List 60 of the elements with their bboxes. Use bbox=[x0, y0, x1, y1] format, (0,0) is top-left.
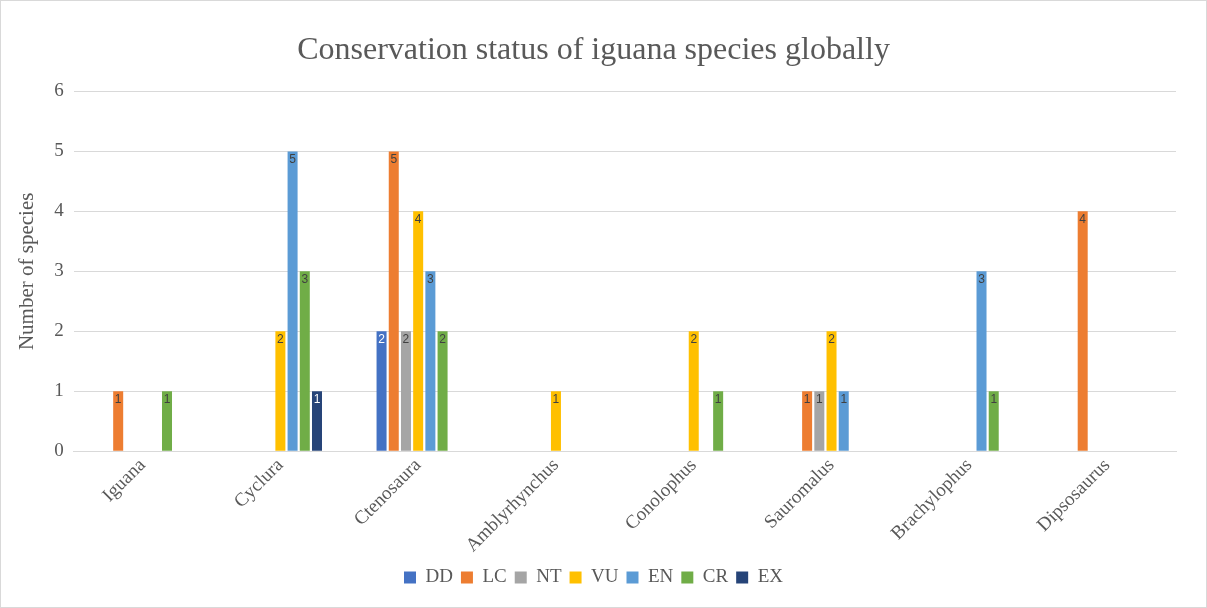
data-label: 1 bbox=[815, 391, 823, 406]
data-label: 2 bbox=[439, 331, 447, 346]
bar bbox=[162, 391, 173, 451]
data-label: 1 bbox=[990, 391, 998, 406]
data-label: 2 bbox=[378, 331, 386, 346]
data-label: 2 bbox=[402, 331, 410, 346]
y-tick-label: 1 bbox=[54, 379, 64, 401]
data-label: 3 bbox=[978, 271, 986, 286]
bar bbox=[550, 391, 561, 451]
y-tick-label: 2 bbox=[54, 319, 64, 341]
data-label: 1 bbox=[714, 391, 722, 406]
legend-label: EN bbox=[648, 565, 674, 587]
legend-label: EX bbox=[757, 565, 784, 587]
data-label: 3 bbox=[427, 271, 435, 286]
y-tick-label: 6 bbox=[54, 79, 64, 101]
legend-label: CR bbox=[702, 565, 729, 587]
legend-label: DD bbox=[425, 565, 453, 587]
bar bbox=[299, 271, 310, 451]
data-label: 4 bbox=[414, 211, 422, 226]
bar bbox=[838, 391, 849, 451]
y-tick-label: 3 bbox=[54, 259, 64, 281]
bar bbox=[388, 151, 399, 451]
data-label: 1 bbox=[163, 391, 171, 406]
bar bbox=[437, 331, 448, 451]
bar bbox=[311, 391, 322, 451]
data-label: 3 bbox=[301, 271, 309, 286]
data-label: 5 bbox=[390, 151, 398, 166]
bar bbox=[814, 391, 825, 451]
data-label: 5 bbox=[289, 151, 297, 166]
bar bbox=[988, 391, 999, 451]
data-label: 1 bbox=[803, 391, 811, 406]
bar bbox=[113, 391, 124, 451]
legend-label: NT bbox=[536, 565, 562, 587]
data-label: 1 bbox=[313, 391, 321, 406]
data-label: 1 bbox=[114, 391, 122, 406]
data-label: 2 bbox=[828, 331, 836, 346]
legend-label: VU bbox=[591, 565, 619, 587]
y-tick-label: 5 bbox=[54, 139, 64, 161]
bar bbox=[826, 331, 837, 451]
y-tick-label: 0 bbox=[54, 439, 64, 461]
data-label: 1 bbox=[840, 391, 848, 406]
bar bbox=[425, 271, 436, 451]
data-label: 4 bbox=[1079, 211, 1087, 226]
y-tick-label: 4 bbox=[54, 199, 65, 221]
bar bbox=[713, 391, 724, 451]
bar bbox=[275, 331, 286, 451]
bar bbox=[1077, 211, 1088, 451]
bar bbox=[287, 151, 298, 451]
bar bbox=[413, 211, 424, 451]
y-axis-title: Number of species bbox=[14, 192, 39, 351]
bar bbox=[802, 391, 813, 451]
bar bbox=[976, 271, 987, 451]
chart-title: Conservation status of iguana species globally bbox=[297, 29, 890, 66]
data-label: 2 bbox=[277, 331, 285, 346]
data-label: 1 bbox=[552, 391, 560, 406]
data-label: 2 bbox=[690, 331, 698, 346]
legend-label: LC bbox=[482, 565, 507, 587]
bar bbox=[376, 331, 387, 451]
bar bbox=[400, 331, 411, 451]
bar bbox=[688, 331, 699, 451]
